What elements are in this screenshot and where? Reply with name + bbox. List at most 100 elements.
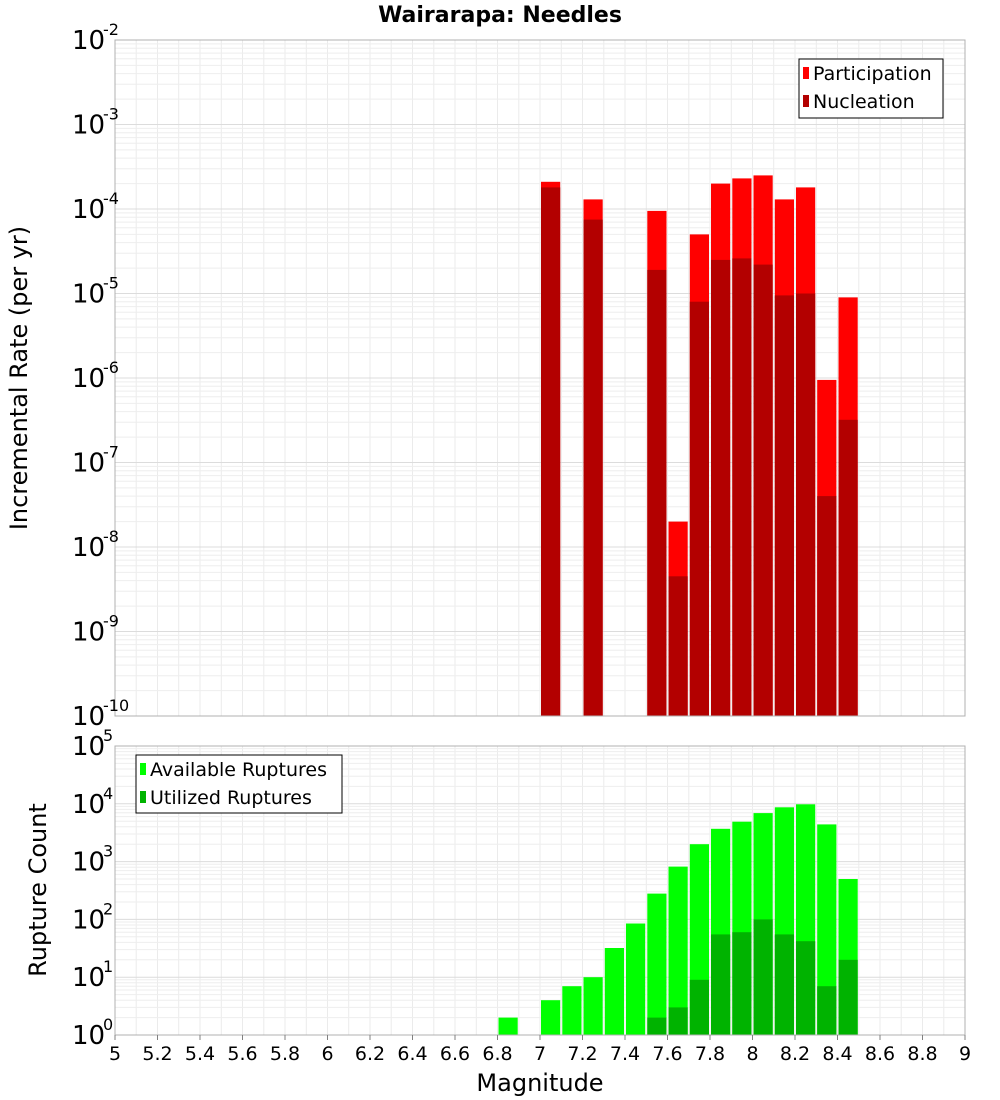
y-tick-label: 10	[72, 280, 105, 310]
x-tick-label: 8.6	[865, 1043, 895, 1065]
bar-available-ruptures	[668, 866, 688, 1035]
bar-utilized-ruptures	[753, 919, 773, 1035]
legend: Available Ruptures Utilized Ruptures	[135, 754, 343, 814]
bars	[541, 175, 858, 717]
y-tick-exponent: 0	[103, 1015, 113, 1034]
bar-available-ruptures	[498, 1017, 518, 1035]
legend-label: Available Ruptures	[150, 759, 327, 781]
y-tick-exponent: 2	[103, 899, 113, 918]
legend: Participation Nucleation	[798, 58, 944, 119]
x-tick-label: 5.8	[270, 1043, 300, 1065]
y-tick-exponent: -2	[103, 20, 119, 39]
bar-available-ruptures	[583, 977, 603, 1035]
y-tick-exponent: -10	[103, 696, 129, 715]
bottom-y-axis-label: Rupture Count	[24, 803, 52, 977]
x-tick-label: 6.8	[482, 1043, 512, 1065]
y-tick-label: 10	[72, 702, 105, 732]
y-tick-exponent: -8	[103, 527, 119, 546]
bar-available-ruptures	[817, 824, 837, 1035]
bar-utilized-ruptures	[647, 1017, 667, 1035]
y-tick-label: 10	[72, 533, 105, 563]
y-tick-label: 10	[72, 905, 105, 935]
x-tick-label: 8.8	[907, 1043, 937, 1065]
x-tick-label: 8	[746, 1043, 758, 1065]
y-tick-label: 10	[72, 1021, 105, 1051]
bar-nucleation	[689, 301, 709, 716]
chart-title: Wairarapa: Needles	[378, 3, 622, 28]
y-tick-label: 10	[72, 963, 105, 993]
x-tick-label: 5.2	[142, 1043, 172, 1065]
x-axis-label: Magnitude	[476, 1069, 603, 1097]
bar-nucleation	[774, 295, 794, 716]
x-tick-label: 7.4	[610, 1043, 640, 1065]
bar-available-ruptures	[626, 923, 646, 1035]
y-tick-exponent: -7	[103, 443, 119, 462]
bar-utilized-ruptures	[774, 934, 794, 1035]
x-tick-label: 7.2	[567, 1043, 597, 1065]
bar-utilized-ruptures	[732, 932, 752, 1035]
y-tick-label: 10	[72, 848, 105, 878]
plot-frame	[114, 39, 966, 717]
bar-nucleation	[732, 258, 752, 716]
legend-swatch	[140, 763, 146, 775]
legend-label: Nucleation	[813, 91, 915, 113]
y-tick-exponent: 5	[103, 726, 113, 745]
bar-utilized-ruptures	[817, 986, 837, 1035]
y-tick-exponent: 3	[103, 842, 113, 861]
top-y-axis-label: Incremental Rate (per yr)	[5, 226, 33, 530]
bar-utilized-ruptures	[668, 1007, 688, 1035]
bar-available-ruptures	[541, 1000, 561, 1035]
x-tick-label: 6	[321, 1043, 333, 1065]
bar-available-ruptures	[604, 948, 624, 1035]
y-tick-exponent: 1	[103, 957, 113, 976]
x-tick-label: 7.6	[652, 1043, 682, 1065]
y-tick-exponent: -6	[103, 358, 119, 377]
bar-nucleation	[583, 219, 603, 716]
bars	[498, 804, 858, 1035]
bar-available-ruptures	[562, 986, 582, 1035]
bar-nucleation	[541, 187, 561, 716]
x-tick-label: 8.2	[780, 1043, 810, 1065]
bar-nucleation	[753, 264, 773, 716]
bar-nucleation	[668, 576, 688, 716]
x-tick-label: 5	[109, 1043, 121, 1065]
y-tick-exponent: 4	[103, 784, 113, 803]
legend-label: Participation	[813, 63, 932, 85]
x-tick-label: 7.8	[695, 1043, 725, 1065]
x-tick-label: 6.4	[397, 1043, 427, 1065]
x-tick-label: 5.6	[227, 1043, 257, 1065]
x-tick-label: 6.6	[440, 1043, 470, 1065]
x-tick-label: 8.4	[822, 1043, 852, 1065]
y-tick-label: 10	[72, 790, 105, 820]
x-tick-label: 9	[959, 1043, 971, 1065]
x-tick-label: 6.2	[355, 1043, 385, 1065]
bar-nucleation	[838, 419, 858, 716]
bar-nucleation	[817, 496, 837, 716]
y-tick-label: 10	[72, 449, 105, 479]
x-tick-label: 5.4	[185, 1043, 215, 1065]
bar-utilized-ruptures	[689, 979, 709, 1035]
legend-box	[135, 754, 343, 814]
y-tick-label: 10	[72, 195, 105, 225]
bar-nucleation	[796, 293, 816, 716]
legend-label: Utilized Ruptures	[150, 787, 312, 809]
bar-available-ruptures	[647, 893, 667, 1035]
legend-swatch	[140, 791, 146, 803]
x-tick-label: 7	[534, 1043, 546, 1065]
y-tick-exponent: -3	[103, 105, 119, 124]
rate-panel: 10-210-310-410-510-610-710-810-910-10Par…	[72, 20, 966, 732]
y-tick-exponent: -9	[103, 612, 119, 631]
legend-swatch	[803, 95, 809, 107]
y-tick-label: 10	[72, 111, 105, 141]
y-tick-label: 10	[72, 732, 105, 762]
y-tick-label: 10	[72, 618, 105, 648]
bar-nucleation	[711, 259, 731, 716]
bar-utilized-ruptures	[711, 934, 731, 1035]
bar-utilized-ruptures	[838, 959, 858, 1035]
bar-utilized-ruptures	[796, 941, 816, 1035]
y-tick-label: 10	[72, 26, 105, 56]
y-tick-label: 10	[72, 364, 105, 394]
gridlines	[114, 40, 966, 717]
